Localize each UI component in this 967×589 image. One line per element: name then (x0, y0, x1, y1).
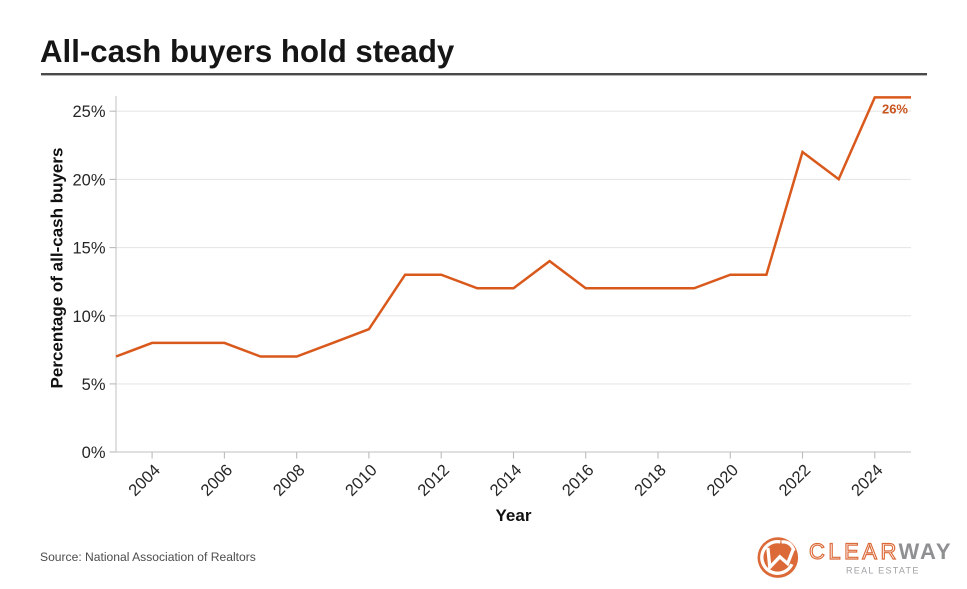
svg-text:20%: 20% (72, 171, 105, 189)
svg-text:Percentage of all-cash buyers: Percentage of all-cash buyers (48, 148, 67, 389)
svg-text:CLEAR: CLEAR (809, 539, 900, 564)
svg-text:0%: 0% (82, 444, 106, 462)
svg-text:5%: 5% (82, 376, 106, 394)
svg-text:Year: Year (496, 506, 532, 525)
svg-text:All-cash buyers hold steady: All-cash buyers hold steady (40, 34, 455, 69)
svg-text:25%: 25% (72, 103, 105, 121)
svg-text:10%: 10% (72, 308, 105, 326)
svg-text:26%: 26% (882, 102, 908, 117)
svg-text:Source: National Association o: Source: National Association of Realtors (40, 550, 256, 564)
svg-text:15%: 15% (72, 240, 105, 258)
svg-text:WAY: WAY (899, 539, 953, 564)
svg-text:REAL ESTATE: REAL ESTATE (846, 566, 920, 576)
